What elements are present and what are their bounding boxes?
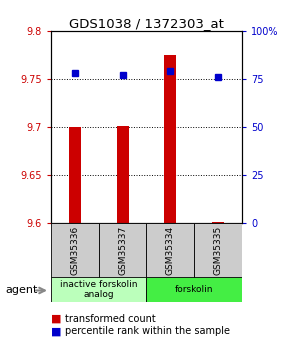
Text: GSM35334: GSM35334 [166,226,175,275]
Text: GSM35336: GSM35336 [70,226,79,275]
Bar [117,126,128,223]
Bar [146,223,194,278]
Bar [51,277,146,302]
Text: GSM35335: GSM35335 [214,226,223,275]
Bar [69,127,81,223]
Bar [212,221,224,223]
Text: percentile rank within the sample: percentile rank within the sample [65,326,230,336]
Bar [146,277,242,302]
Text: agent: agent [6,286,38,295]
Bar [51,223,99,278]
Text: GSM35337: GSM35337 [118,226,127,275]
Title: GDS1038 / 1372303_at: GDS1038 / 1372303_at [69,17,224,30]
Bar [99,223,146,278]
Bar [164,55,176,223]
Text: transformed count: transformed count [65,314,156,324]
Text: ■: ■ [51,314,61,324]
Text: forskolin: forskolin [175,285,213,294]
Text: inactive forskolin
analog: inactive forskolin analog [60,280,137,299]
Text: ■: ■ [51,326,61,336]
Bar [194,223,242,278]
